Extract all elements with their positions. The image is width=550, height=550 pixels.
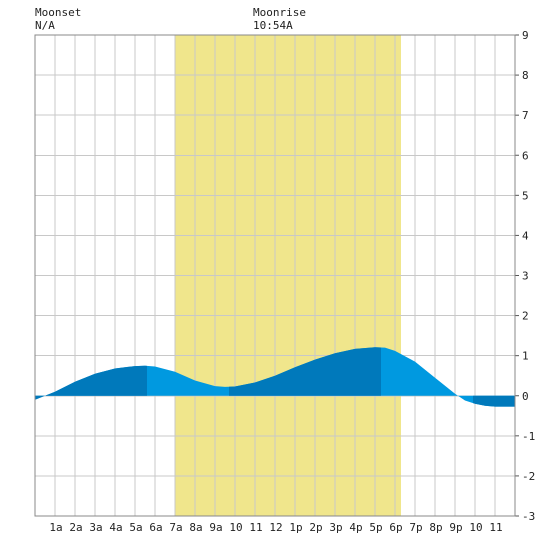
x-tick-label: 9a <box>209 521 222 534</box>
x-tick-label: 6a <box>149 521 162 534</box>
y-tick-label: 5 <box>522 189 529 202</box>
tide-band-segment <box>229 347 381 396</box>
y-tick-label: 3 <box>522 270 529 283</box>
plot-frame <box>34 34 516 517</box>
y-tick-label: 4 <box>522 229 529 242</box>
x-tick-label: 7a <box>169 521 182 534</box>
moonset-label: Moonset <box>35 6 82 19</box>
tide-band-segment <box>35 365 147 400</box>
y-tick-label: 9 <box>522 29 529 42</box>
x-tick-label: 9p <box>449 521 462 534</box>
y-tick-label: -2 <box>522 470 535 483</box>
tide-band-segment <box>473 395 515 407</box>
x-tick-label: 2p <box>309 521 322 534</box>
y-tick-label: -1 <box>522 430 535 443</box>
y-tick-label: 2 <box>522 310 529 323</box>
x-tick-label: 3a <box>89 521 102 534</box>
moonrise-label: Moonrise <box>253 6 306 19</box>
x-tick-label: 4p <box>349 521 362 534</box>
y-tick-label: 7 <box>522 109 529 122</box>
x-tick-label: 11 <box>249 521 262 534</box>
moonset-value: N/A <box>35 19 55 32</box>
x-tick-label: 12 <box>269 521 282 534</box>
y-tick-label: 6 <box>522 149 529 162</box>
x-tick-label: 2a <box>69 521 82 534</box>
x-tick-label: 5a <box>129 521 142 534</box>
y-tick-label: -3 <box>522 510 535 523</box>
x-tick-label: 3p <box>329 521 342 534</box>
x-tick-label: 1p <box>289 521 302 534</box>
x-tick-label: 8a <box>189 521 202 534</box>
x-tick-label: 8p <box>429 521 442 534</box>
x-tick-label: 7p <box>409 521 422 534</box>
y-tick-label: 8 <box>522 69 529 82</box>
x-tick-label: 5p <box>369 521 382 534</box>
x-tick-label: 10 <box>469 521 482 534</box>
moonrise-value: 10:54A <box>253 19 293 32</box>
y-tick-label: 1 <box>522 350 529 363</box>
x-tick-label: 4a <box>109 521 122 534</box>
x-tick-label: 6p <box>389 521 402 534</box>
x-tick-label: 11 <box>489 521 502 534</box>
x-tick-label: 10 <box>229 521 242 534</box>
y-tick-label: 0 <box>522 390 529 403</box>
x-tick-label: 1a <box>49 521 62 534</box>
